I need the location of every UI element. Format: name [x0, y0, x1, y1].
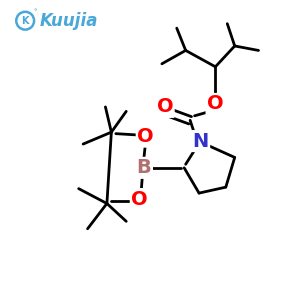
Text: O: O [131, 190, 148, 208]
Text: O: O [157, 98, 173, 116]
Text: K: K [21, 16, 29, 26]
Text: O: O [137, 127, 154, 146]
Text: Kuujia: Kuujia [40, 12, 98, 30]
Text: N: N [192, 132, 209, 151]
Text: O: O [207, 94, 224, 113]
Text: °: ° [33, 9, 37, 15]
Text: B: B [137, 158, 152, 177]
